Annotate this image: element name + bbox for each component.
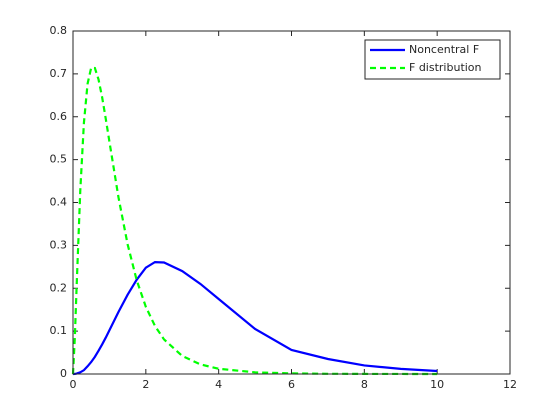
x-tick-label: 10 xyxy=(430,378,444,391)
y-tick-label: 0.2 xyxy=(50,281,68,294)
legend-label: F distribution xyxy=(409,61,482,74)
x-tick-label: 4 xyxy=(215,378,222,391)
x-tick-label: 6 xyxy=(288,378,295,391)
series-line xyxy=(71,66,438,376)
y-tick-label: 0.5 xyxy=(50,153,68,166)
x-tick-label: 8 xyxy=(361,378,368,391)
plot-area xyxy=(73,31,510,374)
x-tick-label: 2 xyxy=(142,378,149,391)
y-tick-label: 0.7 xyxy=(50,67,68,80)
x-tick-label: 0 xyxy=(70,378,77,391)
y-tick-label: 0.3 xyxy=(50,238,68,251)
x-tick-label: 12 xyxy=(503,378,517,391)
y-tick-label: 0 xyxy=(60,367,67,380)
y-tick-label: 0.8 xyxy=(50,24,68,37)
legend-label: Noncentral F xyxy=(409,43,479,56)
y-tick-label: 0.4 xyxy=(50,196,68,209)
series-line xyxy=(72,260,438,376)
y-tick-label: 0.1 xyxy=(50,324,68,337)
legend-box xyxy=(364,39,501,80)
y-tick-label: 0.6 xyxy=(50,110,68,123)
axes-box xyxy=(72,30,511,375)
